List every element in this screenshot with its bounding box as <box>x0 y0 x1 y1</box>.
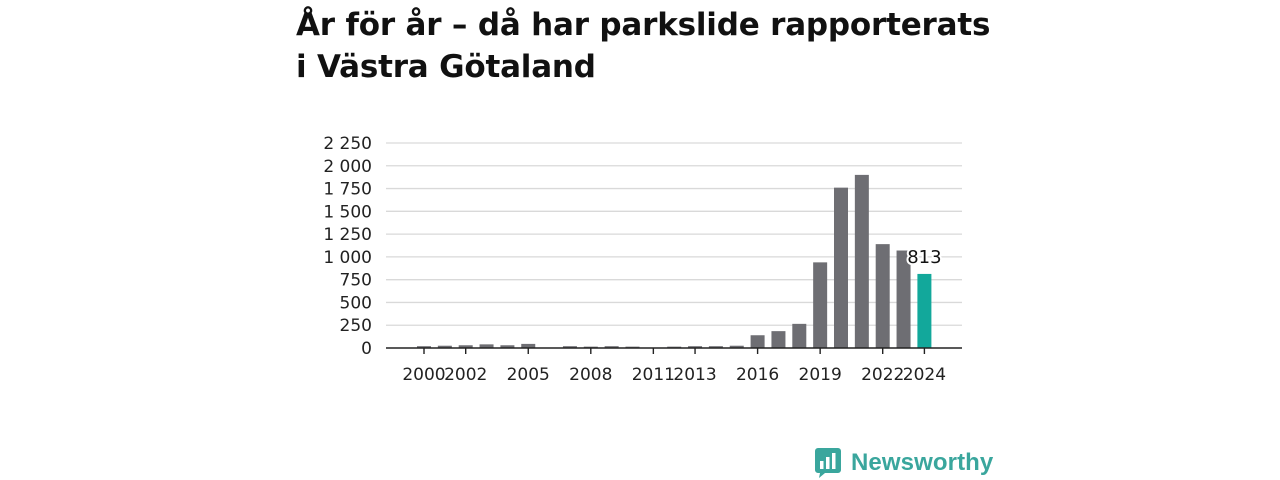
bar-2007 <box>562 346 577 348</box>
y-tick-label: 1 000 <box>323 248 372 268</box>
y-tick-label: 1 250 <box>323 225 372 245</box>
y-tick-label: 250 <box>340 316 372 336</box>
data-label-2024: 813 <box>907 247 941 268</box>
bars <box>417 174 932 348</box>
bar-2003 <box>479 344 494 348</box>
y-tick-label: 2 000 <box>323 157 372 177</box>
bar-2015 <box>729 345 744 348</box>
y-tick-label: 2 250 <box>323 134 372 154</box>
bar-2021 <box>854 174 869 348</box>
y-tick-label: 0 <box>361 339 372 359</box>
y-tick-label: 1 750 <box>323 180 372 200</box>
x-axis <box>386 347 962 354</box>
x-tick-label: 2022 <box>861 365 904 385</box>
bar-2019 <box>813 262 828 348</box>
x-tick-label: 2008 <box>569 365 612 385</box>
chart-title: År för år – då har parkslide rapporterat… <box>296 4 1016 88</box>
x-tick-label: 2002 <box>444 365 487 385</box>
bar-2024 <box>917 273 932 348</box>
bar-2005 <box>521 343 536 348</box>
gridlines <box>386 142 962 326</box>
x-tick-label: 2005 <box>507 365 550 385</box>
bar-2017 <box>771 331 786 348</box>
x-tick-label: 2011 <box>632 365 675 385</box>
x-tick-label: 2019 <box>799 365 842 385</box>
x-tick-label: 2016 <box>736 365 779 385</box>
x-tick-label: 2024 <box>903 365 946 385</box>
bar-2000 <box>417 346 431 348</box>
chart-title-line-1: År för år – då har parkslide rapporterat… <box>296 7 991 43</box>
data-labels: 813 <box>905 245 943 270</box>
newsworthy-logo: Newsworthy <box>815 447 993 479</box>
bar-2018 <box>792 323 807 348</box>
bar-chart-speech-bubble-icon <box>815 448 841 478</box>
bar-2013 <box>688 346 703 348</box>
bar-2014 <box>708 346 723 348</box>
y-tick-label: 750 <box>340 271 372 291</box>
chart-title-line-2: i Västra Götaland <box>296 49 596 85</box>
bar-2004 <box>500 345 515 348</box>
brand-name: Newsworthy <box>851 449 994 476</box>
bar-2009 <box>604 346 619 348</box>
bar-2020 <box>834 187 848 348</box>
y-tick-label: 500 <box>340 293 372 313</box>
x-tick-label: 2000 <box>402 365 445 385</box>
x-tick-label: 2013 <box>673 365 716 385</box>
y-tick-label: 1 500 <box>323 202 372 222</box>
bar-2023 <box>896 250 911 348</box>
bar-2001 <box>437 345 452 348</box>
bar-2016 <box>750 335 765 348</box>
bar-2022 <box>875 244 890 348</box>
bar-2002 <box>458 345 473 348</box>
